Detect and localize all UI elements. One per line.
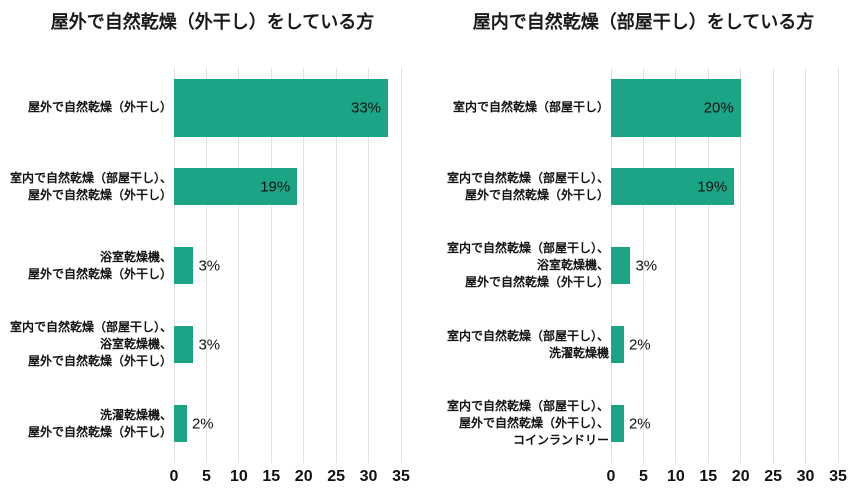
- bar: 19%: [174, 168, 298, 205]
- category-label-line: 洗濯乾燥機: [548, 345, 609, 360]
- category-label-line: 浴室乾燥機、: [99, 249, 172, 264]
- bar-value-label: 2%: [628, 415, 651, 432]
- gridline: [772, 68, 774, 463]
- plot-area: 33% 19% 3% 3% 2%: [173, 68, 402, 463]
- category-label-line: 室内で自然乾燥（部屋干し）、: [446, 170, 609, 185]
- bar-value-label: 3%: [635, 257, 658, 274]
- category-label: 洗濯乾燥機、屋外で自然乾燥（外干し）: [0, 384, 172, 463]
- category-label-line: 室内で自然乾燥（部屋干し）: [452, 100, 609, 114]
- bar-chart-right: 屋内で自然乾燥（部屋干し）をしている方 室内で自然乾燥（部屋干し） 室内で自然乾燥…: [437, 0, 850, 490]
- gridline: [270, 68, 272, 463]
- bar-value-label: 2%: [628, 336, 651, 353]
- x-tick-label: 30: [796, 468, 815, 485]
- x-tick-label: 0: [606, 468, 616, 485]
- category-label: 室内で自然乾燥（部屋干し）、屋外で自然乾燥（外干し）: [0, 147, 172, 226]
- category-label: 室内で自然乾燥（部屋干し）、浴室乾燥機、屋外で自然乾燥（外干し）: [437, 226, 609, 305]
- bar-value-label: 19%: [697, 178, 728, 195]
- bar-chart-left: 屋外で自然乾燥（外干し）をしている方 屋外で自然乾燥（外干し） 室内で自然乾燥（部…: [0, 12, 425, 490]
- category-label: 室内で自然乾燥（部屋干し）、屋外で自然乾燥（外干し）、コインランドリー: [437, 384, 609, 463]
- gridline: [675, 68, 677, 463]
- category-label-line: 室内で自然乾燥（部屋干し）、: [446, 241, 609, 255]
- bar: [611, 326, 624, 363]
- bar: 33%: [174, 78, 389, 137]
- gridline: [368, 68, 370, 463]
- x-tick-label: 20: [731, 468, 750, 485]
- category-label: 室内で自然乾燥（部屋干し）、洗濯乾燥機: [437, 305, 609, 384]
- bar: [174, 247, 194, 284]
- gridline: [707, 68, 709, 463]
- gridline: [642, 68, 644, 463]
- category-label-line: 屋外で自然乾燥（外干し）: [27, 424, 172, 439]
- bar-value-label: 3%: [198, 336, 221, 353]
- bar-value-label: 33%: [350, 99, 382, 116]
- bar-value-label: 20%: [703, 99, 734, 116]
- gridline: [205, 68, 207, 463]
- x-axis: 0 5 10 15 20 25 30 35: [437, 463, 850, 490]
- x-tick-label: 10: [666, 468, 685, 485]
- category-label-column: 屋外で自然乾燥（外干し） 室内で自然乾燥（部屋干し）、 屋外で自然乾燥（外干し） 浴室…: [0, 68, 172, 463]
- category-label-line: 室内で自然乾燥（部屋干し）、: [9, 320, 172, 334]
- category-label-line: 屋外で自然乾燥（外干し）: [464, 187, 609, 202]
- category-label: 室内で自然乾燥（部屋干し）、屋外で自然乾燥（外干し）: [437, 147, 609, 226]
- chart-title: 屋外で自然乾燥（外干し）をしている方: [50, 12, 375, 32]
- category-label-line: コインランドリー: [512, 433, 609, 447]
- gridline: [238, 68, 240, 463]
- x-tick-label: 30: [359, 468, 378, 485]
- bar: [611, 405, 624, 442]
- category-label-line: 屋外で自然乾燥（外干し）: [27, 354, 172, 368]
- category-label-column: 室内で自然乾燥（部屋干し） 室内で自然乾燥（部屋干し）、 屋外で自然乾燥（外干し）室…: [437, 68, 609, 463]
- x-tick-label: 10: [229, 468, 248, 485]
- x-tick-label: 25: [764, 468, 783, 485]
- bar: 20%: [611, 78, 741, 137]
- category-label-line: 屋外で自然乾燥（外干し）: [27, 187, 172, 202]
- category-label-line: 浴室乾燥機、: [536, 258, 609, 272]
- bar-value-label: 19%: [260, 178, 291, 195]
- category-label-line: 室内で自然乾燥（部屋干し）、: [446, 328, 609, 343]
- gridline: [335, 68, 337, 463]
- category-label: 浴室乾燥機、屋外で自然乾燥（外干し）: [0, 226, 172, 305]
- bar: [611, 247, 631, 284]
- category-label: 室内で自然乾燥（部屋干し）、浴室乾燥機、屋外で自然乾燥（外干し）: [0, 305, 172, 384]
- x-tick-label: 35: [392, 468, 410, 485]
- x-tick-label: 0: [169, 468, 179, 485]
- category-label-line: 浴室乾燥機、: [99, 337, 172, 351]
- x-tick-label: 25: [327, 468, 346, 485]
- x-tick-label: 15: [699, 468, 718, 485]
- gridline: [740, 68, 742, 463]
- chart-title: 屋内で自然乾燥（部屋干し）をしている方: [472, 12, 815, 32]
- bar-value-label: 2%: [191, 415, 214, 432]
- category-label: 室内で自然乾燥（部屋干し）: [437, 68, 609, 147]
- category-label-line: 屋外で自然乾燥（外干し）、: [458, 416, 609, 430]
- x-tick-label: 35: [829, 468, 847, 485]
- x-axis: 0 5 10 15 20 25 30 35: [0, 463, 425, 490]
- gridline: [805, 68, 807, 463]
- category-label: 屋外で自然乾燥（外干し）: [0, 68, 172, 147]
- plot-area: 20% 19% 3% 2% 2%: [610, 68, 839, 463]
- category-label-line: 屋外で自然乾燥（外干し）: [464, 275, 609, 289]
- category-label-line: 屋外で自然乾燥（外干し）: [27, 266, 172, 281]
- category-label-line: 洗濯乾燥機、: [99, 407, 172, 422]
- bar: [174, 405, 187, 442]
- gridline: [837, 68, 839, 463]
- gridline: [303, 68, 305, 463]
- bar: [174, 326, 194, 363]
- x-tick-label: 5: [638, 468, 648, 485]
- category-label-line: 屋外で自然乾燥（外干し）: [27, 100, 172, 114]
- category-label-line: 室内で自然乾燥（部屋干し）、: [446, 399, 609, 413]
- category-label-line: 室内で自然乾燥（部屋干し）、: [9, 170, 172, 185]
- bar: 19%: [611, 168, 735, 205]
- gridline: [400, 68, 402, 463]
- x-tick-label: 15: [262, 468, 281, 485]
- bar-value-label: 3%: [198, 257, 221, 274]
- x-tick-label: 20: [294, 468, 313, 485]
- x-tick-label: 5: [201, 468, 211, 485]
